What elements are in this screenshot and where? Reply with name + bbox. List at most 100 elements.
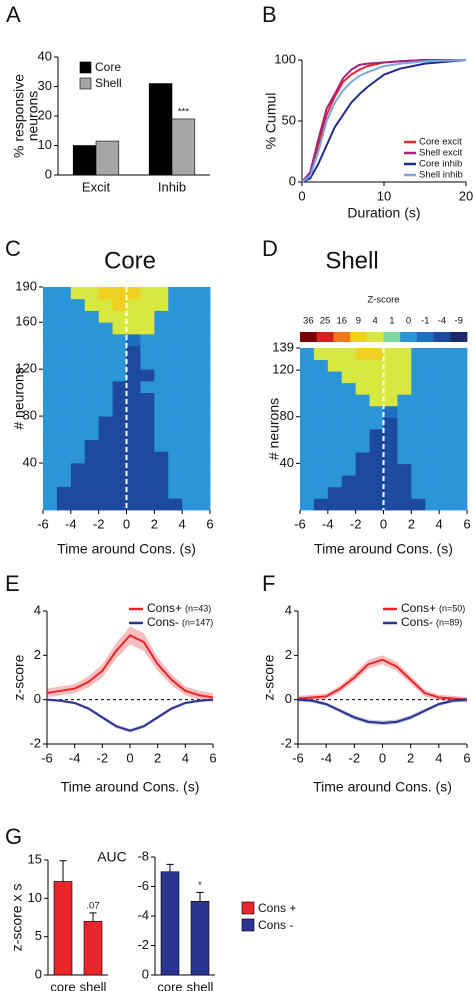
legend-label: Cons- (401, 615, 433, 629)
heatmap-cell (98, 357, 113, 370)
heatmap-cell (425, 463, 440, 476)
heatmap-cell (453, 452, 468, 465)
heatmap-cell (453, 440, 468, 453)
heatmap-cell (84, 287, 100, 300)
heatmap-cell (439, 348, 454, 360)
heatmap-cell (43, 427, 58, 440)
heatmap-cell (383, 405, 398, 418)
y-tick-label: 40 (38, 48, 52, 63)
heatmap-cell (43, 310, 58, 323)
heatmap-cell (43, 498, 58, 511)
heatmap-cell (140, 369, 155, 382)
x-tick-label: -6 (41, 750, 53, 765)
heatmap-cell (70, 427, 86, 440)
heatmap-cell (300, 417, 315, 430)
heatmap-cell (196, 369, 211, 382)
heatmap-cell (112, 404, 127, 417)
heatmap-cell (453, 463, 468, 476)
heatmap-cell (43, 474, 58, 487)
heatmap-cell (126, 439, 141, 452)
heatmap-cell (196, 322, 211, 335)
legend-note: (n=147) (182, 617, 213, 627)
error-bar (196, 891, 204, 902)
heatmap-cell (383, 382, 398, 395)
x-tick-label: -6 (294, 516, 306, 531)
heatmap-cell (341, 440, 357, 453)
heatmap-cell (98, 392, 113, 405)
x-tick-label: 0 (298, 188, 305, 203)
heatmap-cell (453, 417, 468, 430)
x-tick-label: Inhib (158, 179, 186, 194)
heatmap-cell (70, 498, 86, 511)
heatmap-cell (300, 475, 315, 488)
heatmap-cell (154, 392, 169, 405)
heatmap-cell (154, 380, 169, 394)
heatmap-cell (98, 416, 113, 429)
heatmap-cell (56, 287, 72, 300)
panel-label: C (5, 236, 21, 261)
heatmap-cell (56, 463, 72, 476)
legend-label: Shell inhib (419, 170, 463, 181)
error-bar (59, 860, 67, 882)
heatmap-cell (84, 392, 100, 405)
y-axis-label: % Cumul (263, 93, 279, 150)
heatmap-cell (140, 416, 155, 429)
x-tick-label: 20 (459, 188, 473, 203)
colorbar-swatch (416, 332, 434, 342)
legend-note: (n=89) (436, 617, 462, 627)
heatmap-cell (84, 474, 100, 487)
heatmap-cell (411, 475, 426, 488)
heatmap-cell (355, 394, 370, 407)
heatmap-cell (112, 357, 127, 370)
heatmap-cell (411, 359, 426, 372)
x-axis-label: Time around Cons. (s) (313, 779, 452, 795)
heatmap-cell (43, 486, 58, 499)
heatmap-cell (56, 427, 72, 440)
heatmap-cell (341, 498, 357, 511)
chart-title: Shell (325, 247, 378, 274)
x-axis-label: Duration (s) (347, 205, 420, 221)
heatmap-cell (112, 310, 127, 323)
heatmap-cell (369, 348, 384, 360)
heatmap-cell (313, 382, 329, 395)
heatmap-cell (196, 298, 211, 311)
heatmap-cell (300, 382, 315, 395)
colorbar-label: -4 (438, 316, 446, 327)
chart-title: Core (104, 247, 156, 274)
heatmap-cell (154, 404, 169, 417)
heatmap-cell (425, 359, 440, 372)
heatmap-cell (355, 417, 370, 430)
heatmap-cell (154, 439, 169, 452)
heatmap-cell (70, 416, 86, 429)
error-band (298, 697, 467, 726)
heatmap-cell (355, 429, 370, 441)
heatmap-cell (112, 322, 127, 335)
legend-label: Core (95, 60, 121, 74)
heatmap-cell (56, 392, 72, 405)
heatmap-cell (425, 486, 440, 499)
heatmap-cell (411, 417, 426, 430)
y-axis-label: neurons (25, 91, 41, 142)
heatmap-cell (70, 310, 86, 323)
x-tick-label: 6 (463, 516, 470, 531)
heatmap-cell (182, 404, 197, 417)
y-tick-label: 80 (280, 408, 294, 423)
heatmap-cell (168, 439, 183, 452)
heatmap-cell (383, 429, 398, 441)
heatmap-cell (70, 463, 86, 476)
heatmap-cell (98, 474, 113, 487)
heatmap-cell (327, 429, 343, 441)
heatmap-cell (327, 359, 343, 372)
heatmap-cell (84, 357, 100, 370)
heatmap-cell (126, 298, 141, 311)
heatmap-cell (126, 404, 141, 417)
heatmap-cell (140, 287, 155, 300)
x-tick-label: shell (80, 979, 107, 991)
bar (160, 871, 180, 976)
heatmap-cell (84, 369, 100, 382)
heatmap-cell (112, 287, 127, 300)
legend-note: (n=43) (185, 603, 211, 613)
heatmap-cell (140, 298, 155, 311)
heatmap-cell (182, 345, 197, 358)
heatmap-cell (439, 417, 454, 430)
